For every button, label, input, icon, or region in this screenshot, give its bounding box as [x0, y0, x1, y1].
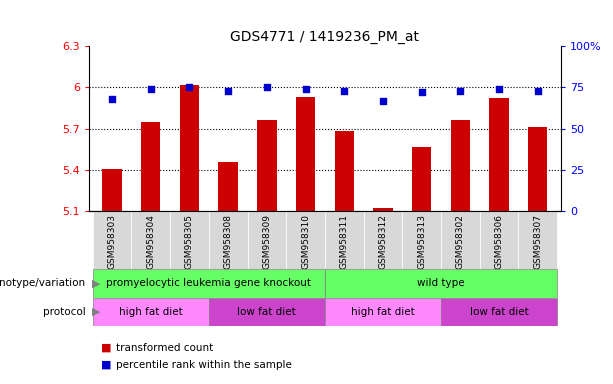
Bar	[170, 211, 209, 269]
Text: GSM958310: GSM958310	[301, 214, 310, 269]
Bar	[412, 147, 432, 211]
Text: GSM958313: GSM958313	[417, 214, 426, 269]
Text: GSM958307: GSM958307	[533, 214, 542, 269]
Text: GSM958304: GSM958304	[147, 214, 155, 269]
Title: GDS4771 / 1419236_PM_at: GDS4771 / 1419236_PM_at	[230, 30, 419, 44]
Bar	[451, 121, 470, 211]
Text: GSM958309: GSM958309	[262, 214, 272, 269]
Text: ▶: ▶	[92, 307, 101, 317]
Text: high fat diet: high fat diet	[351, 307, 415, 317]
Text: low fat diet: low fat diet	[470, 307, 528, 317]
Point	[300, 86, 310, 92]
Bar	[180, 84, 199, 211]
Bar	[248, 211, 286, 269]
Point	[262, 84, 272, 91]
Text: ■: ■	[101, 360, 112, 370]
Text: percentile rank within the sample: percentile rank within the sample	[116, 360, 292, 370]
Text: GSM958305: GSM958305	[185, 214, 194, 269]
Point	[494, 86, 504, 92]
Bar	[218, 162, 238, 211]
Bar	[479, 211, 519, 269]
Bar	[325, 211, 364, 269]
Bar	[93, 269, 325, 298]
Point	[185, 84, 194, 91]
Point	[533, 88, 543, 94]
Bar	[441, 298, 557, 326]
Bar	[519, 211, 557, 269]
Text: wild type: wild type	[417, 278, 465, 288]
Bar	[373, 209, 392, 211]
Text: GSM958302: GSM958302	[456, 214, 465, 269]
Point	[146, 86, 156, 92]
Text: GSM958308: GSM958308	[224, 214, 233, 269]
Text: promyelocytic leukemia gene knockout: promyelocytic leukemia gene knockout	[106, 278, 311, 288]
Bar	[286, 211, 325, 269]
Text: protocol: protocol	[43, 307, 86, 317]
Bar	[335, 131, 354, 211]
Bar	[325, 269, 557, 298]
Bar	[131, 211, 170, 269]
Bar	[93, 298, 209, 326]
Point	[107, 96, 117, 102]
Bar	[489, 98, 509, 211]
Text: low fat diet: low fat diet	[237, 307, 296, 317]
Text: GSM958311: GSM958311	[340, 214, 349, 269]
Text: GSM958312: GSM958312	[378, 214, 387, 269]
Text: GSM958303: GSM958303	[108, 214, 116, 269]
Bar	[141, 122, 161, 211]
Bar	[93, 211, 131, 269]
Bar	[209, 211, 248, 269]
Text: GSM958306: GSM958306	[495, 214, 503, 269]
Bar	[296, 97, 315, 211]
Bar	[209, 298, 325, 326]
Bar	[325, 298, 441, 326]
Text: genotype/variation: genotype/variation	[0, 278, 86, 288]
Text: ■: ■	[101, 343, 112, 353]
Bar	[402, 211, 441, 269]
Point	[340, 88, 349, 94]
Bar	[364, 211, 402, 269]
Text: ▶: ▶	[92, 278, 101, 288]
Text: transformed count: transformed count	[116, 343, 214, 353]
Point	[455, 88, 465, 94]
Bar	[441, 211, 479, 269]
Text: high fat diet: high fat diet	[119, 307, 183, 317]
Bar	[102, 169, 122, 211]
Bar	[528, 127, 547, 211]
Point	[417, 89, 427, 95]
Point	[223, 88, 233, 94]
Point	[378, 98, 388, 104]
Bar	[257, 121, 276, 211]
